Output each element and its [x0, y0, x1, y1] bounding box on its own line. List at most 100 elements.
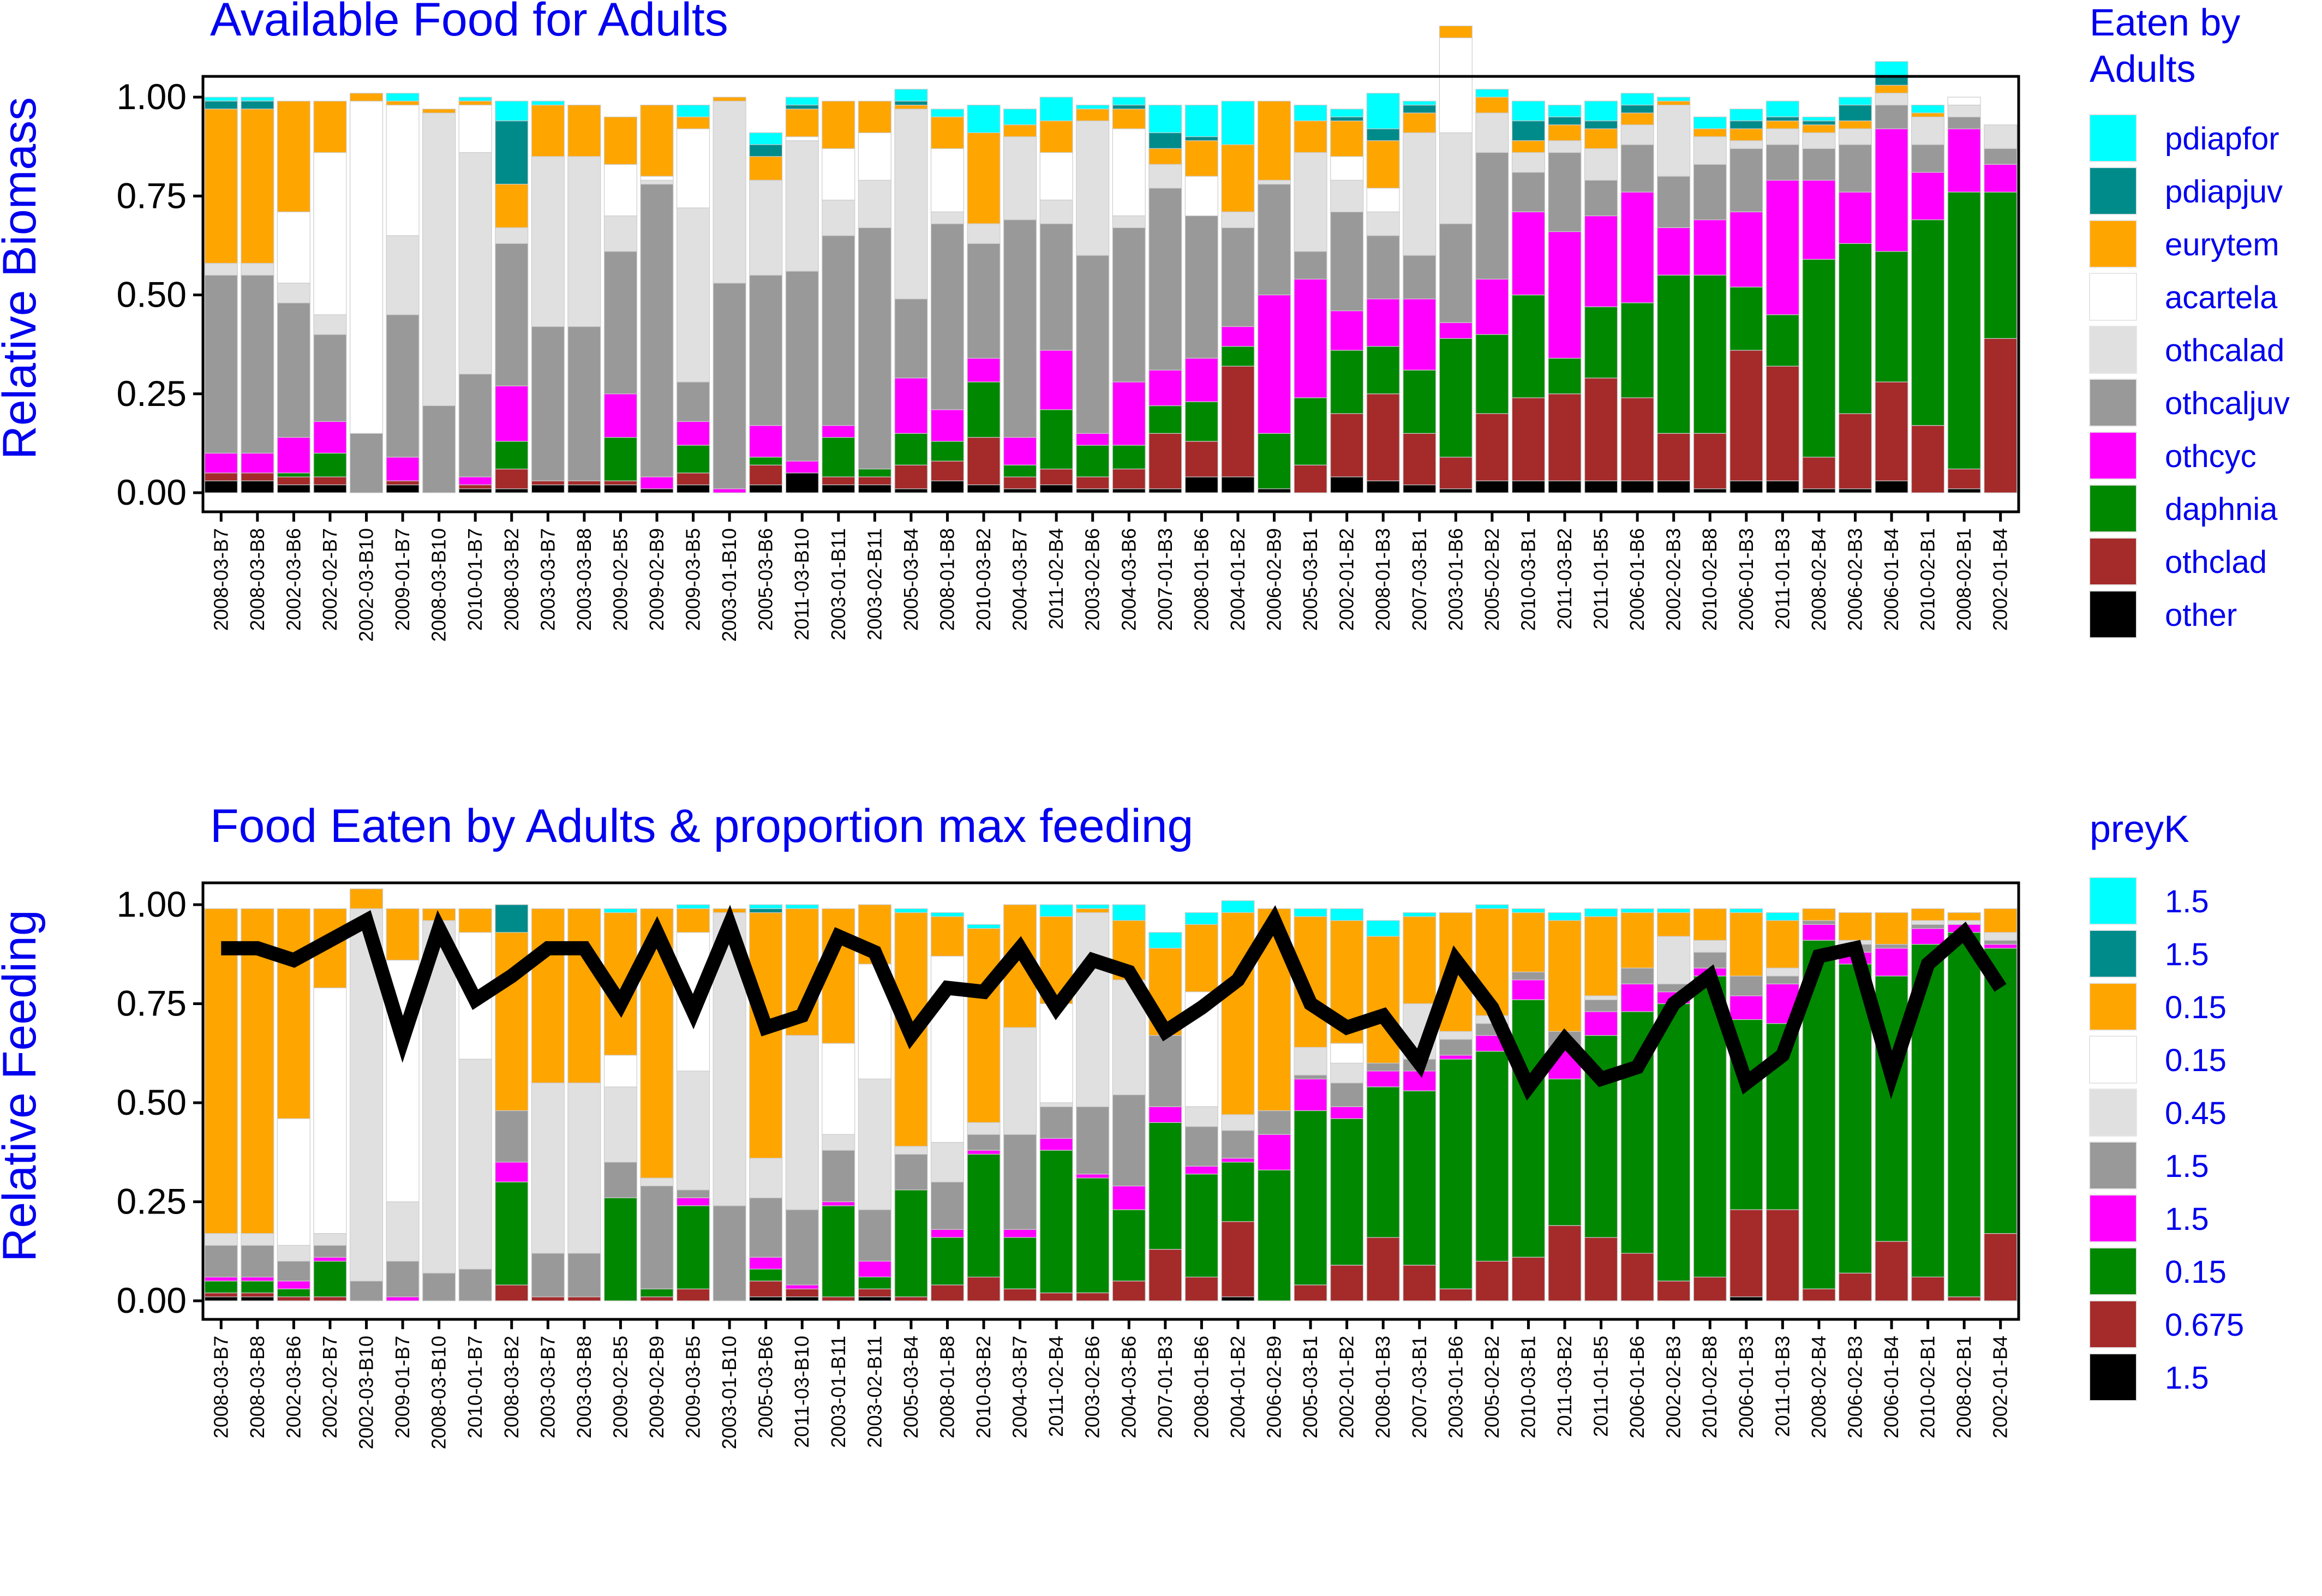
legend-key-daphnia — [2089, 1247, 2137, 1295]
bar-segment-othcalad — [1693, 940, 1727, 953]
bar-segment-pdiapfor — [1148, 932, 1182, 949]
bar-segment-othcaljuv — [894, 298, 928, 379]
bar-segment-pdiapfor — [1112, 97, 1146, 106]
panel-available-food: Available Food for Adults Relative Bioma… — [0, 0, 2290, 642]
bar-segment-othcyc — [1076, 1174, 1110, 1179]
bar-segment-othcaljuv — [1657, 176, 1691, 228]
bar-segment-othcaljuv — [1584, 999, 1618, 1012]
bar-segment-eurytem — [204, 109, 238, 264]
bar-segment-pdiapjuv — [894, 100, 928, 106]
bar-segment-othclad — [1366, 393, 1400, 481]
bar-segment-othcyc — [204, 1276, 238, 1282]
bar-segment-other — [1875, 480, 1908, 493]
bar-segment-othcyc — [241, 1276, 274, 1282]
x-tick-label: 2008-03-B7 — [210, 1336, 232, 1438]
bar-segment-pdiapfor — [1403, 912, 1437, 917]
bar-segment-othcyc — [1838, 192, 1872, 244]
bar-segment-daphnia — [858, 468, 891, 477]
bar-segment-pdiapfor — [1076, 104, 1110, 110]
bar-segment-daphnia — [894, 433, 928, 465]
bar-segment-pdiapfor — [1584, 908, 1618, 917]
bar-segment-daphnia — [1657, 1003, 1691, 1282]
bar-segment-eurytem — [531, 908, 565, 1084]
bar-segment-eurytem — [967, 928, 1001, 1123]
bar-segment-othcaljuv — [349, 433, 384, 493]
bar-segment-othcalad — [1766, 967, 1799, 977]
legend-label-othcyc: othcyc — [2165, 439, 2257, 474]
bar-segment-othcaljuv — [1766, 144, 1799, 181]
legend-key-eurytem — [2089, 983, 2137, 1031]
bar-segment-othcaljuv — [458, 1269, 492, 1301]
x-tick-label: 2011-03-B2 — [1553, 528, 1576, 629]
y-tick-label: 1.00 — [117, 76, 187, 117]
bar-segment-eurytem — [1112, 109, 1146, 129]
bar-segment-pdiapfor — [1475, 904, 1509, 909]
bar-segment-othcaljuv — [930, 223, 965, 410]
legend-label-othcyc: 1.5 — [2165, 1202, 2209, 1237]
bar-segment-othclad — [1838, 1272, 1872, 1301]
bar-segment-othclad — [1620, 1253, 1654, 1301]
bar-segment-daphnia — [676, 1205, 710, 1289]
x-tick-label: 2005-03-B4 — [900, 1336, 922, 1438]
bar-segment-othcyc — [495, 1162, 529, 1182]
bar-segment-eurytem — [1003, 124, 1037, 138]
bar-segment-othcyc — [1003, 437, 1037, 465]
x-tick-label: 2005-02-B2 — [1481, 1336, 1503, 1438]
legend-label-acartela: 0.15 — [2165, 1043, 2227, 1078]
bar-segment-othclad — [1584, 1237, 1618, 1301]
bar-segment-othclad — [1548, 1225, 1582, 1301]
bar-segment-acartela — [858, 132, 891, 181]
bar-segment-othcaljuv — [1366, 235, 1400, 300]
legend-key-other — [2089, 590, 2137, 638]
bar-segment-eurytem — [967, 132, 1001, 224]
x-tick-label: 2011-02-B4 — [1045, 528, 1067, 629]
bar-segment-othcyc — [1330, 310, 1364, 351]
bar-segment-othcalad — [1984, 932, 2018, 941]
bar-segment-othcalad — [603, 215, 638, 252]
bar-segment-othclad — [1439, 1288, 1473, 1301]
bar-segment-daphnia — [1076, 445, 1110, 477]
bar-segment-othcyc — [749, 425, 783, 458]
x-tick-label: 2004-03-B7 — [1009, 528, 1031, 631]
y-tick-label: 0.50 — [117, 1082, 187, 1122]
legend-key-othcaljuv — [2089, 379, 2137, 427]
bar-segment-othclad — [313, 1296, 347, 1301]
bar-segment-other — [386, 484, 420, 493]
bar-segment-other — [1184, 476, 1218, 493]
bar-segment-othcaljuv — [386, 314, 420, 458]
bar-segment-othcaljuv — [241, 274, 274, 454]
bar-segment-othcaljuv — [1330, 211, 1364, 312]
bar-segment-othcyc — [1221, 1158, 1255, 1163]
bar-segment-daphnia — [1657, 274, 1691, 434]
bar-segment-acartela — [313, 987, 347, 1234]
bar-segment-pdiapfor — [1766, 100, 1799, 117]
bar-segment-othcalad — [241, 1233, 274, 1246]
bar-segment-daphnia — [1548, 357, 1582, 394]
bar-segment-other — [1475, 480, 1509, 493]
bar-segment-other — [495, 488, 529, 493]
x-tick-label: 2006-02-B3 — [1844, 1336, 1866, 1438]
bar-segment-pdiapfor — [930, 109, 965, 117]
bar-segment-pdiapfor — [1112, 904, 1146, 921]
plot-area-available-food: 0.00 0.25 0.50 0.75 1.00 2008-03-B7 2008-03-B8… — [117, 25, 2020, 642]
bar-segment-othcyc — [1693, 219, 1727, 276]
bar-segment-othclad — [1184, 441, 1218, 477]
bar-segment-othclad — [1584, 378, 1618, 481]
y-tick-label: 0.50 — [117, 274, 187, 315]
bar-segment-eurytem — [241, 109, 274, 264]
legend-key-pdiapfor — [2089, 114, 2137, 162]
bar-segment-acartela — [822, 1043, 855, 1135]
bar-segment-othcaljuv — [1221, 227, 1255, 327]
bar-segment-othcaljuv — [495, 1110, 529, 1163]
bar-segment-othcalad — [1584, 148, 1618, 181]
bar-segment-othcalad — [1294, 152, 1327, 252]
bar-segment-acartela — [277, 1118, 310, 1246]
bar-segment-othcaljuv — [713, 1205, 746, 1301]
bar-segment-othclad — [1366, 1237, 1400, 1301]
bar-segment-other — [1258, 488, 1291, 493]
bar-segment-pdiapjuv — [495, 120, 529, 185]
bar-segment-other — [1802, 488, 1836, 493]
bar-segment-othcyc — [603, 393, 638, 438]
bar-segment-othcyc — [1294, 278, 1327, 398]
bar-segment-othcalad — [313, 314, 347, 335]
